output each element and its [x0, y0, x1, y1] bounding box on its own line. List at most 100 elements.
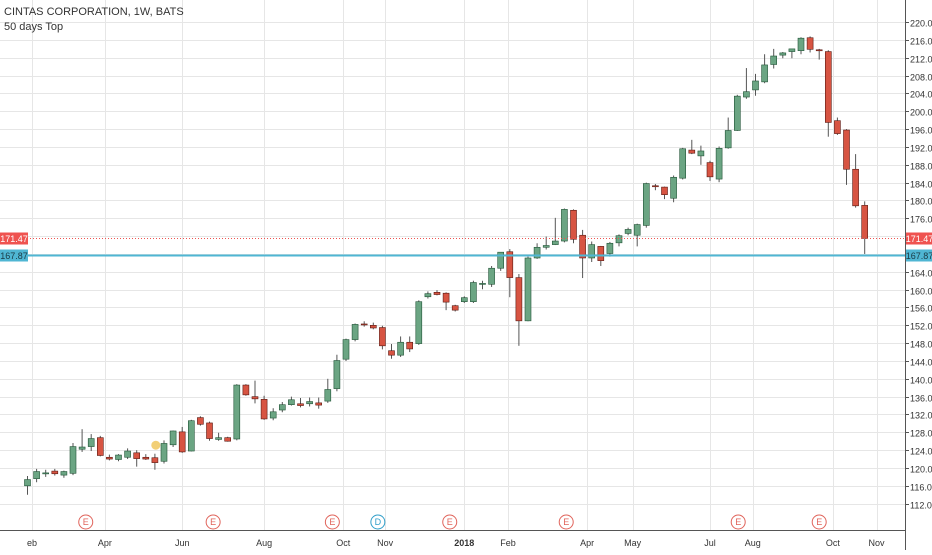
- candle-up: [488, 266, 495, 287]
- candle-down: [151, 453, 159, 470]
- y-tick-label: 116.00: [910, 483, 932, 493]
- candle-up: [160, 440, 168, 464]
- candle-body: [815, 49, 823, 52]
- event-circle: [730, 514, 746, 530]
- candle-up: [588, 241, 596, 262]
- event-circle: [78, 514, 94, 530]
- y-tick-label: 200.00: [910, 108, 932, 118]
- candle-body: [724, 130, 732, 149]
- candle-down: [206, 421, 213, 441]
- candle-body: [743, 91, 750, 98]
- candle-body: [351, 324, 359, 340]
- candle-body: [369, 325, 377, 329]
- candle-body: [615, 235, 623, 244]
- chart-header: CINTAS CORPORATION, 1W, BATS 50 days Top: [4, 6, 184, 34]
- event-letter: E: [447, 517, 453, 527]
- candle-up: [479, 280, 486, 290]
- candle-up: [124, 448, 131, 460]
- candle-body: [488, 267, 495, 285]
- candle-body: [87, 438, 95, 447]
- candle-up: [424, 291, 432, 299]
- candle-up: [215, 432, 222, 441]
- candle-body: [206, 422, 213, 439]
- candle-body: [670, 176, 677, 199]
- y-tick-label: 212.00: [910, 55, 932, 65]
- x-tick-label: Nov: [377, 538, 394, 548]
- x-tick-label: Nov: [869, 538, 886, 548]
- earnings-icon[interactable]: E: [324, 514, 340, 530]
- dividend-icon[interactable]: D: [370, 514, 386, 530]
- candle-body: [342, 339, 350, 360]
- y-tick-label: 136.00: [910, 394, 932, 404]
- y-tick-label: 112.00: [910, 501, 932, 511]
- event-letter: E: [329, 517, 335, 527]
- candle-body: [324, 389, 332, 402]
- candle-down: [843, 129, 850, 185]
- candle-up: [351, 323, 359, 342]
- candle-body: [415, 301, 423, 344]
- y-tick-label: 204.00: [910, 90, 932, 100]
- candle-body: [97, 437, 104, 456]
- current-price-label-bg: [906, 232, 932, 245]
- candle-up: [42, 469, 50, 477]
- candle-up: [69, 443, 77, 476]
- y-tick-label: 148.00: [910, 340, 932, 350]
- candle-body: [551, 240, 559, 245]
- earnings-icon[interactable]: E: [811, 514, 827, 530]
- candle-up: [761, 54, 768, 84]
- candle-body: [269, 411, 277, 419]
- candle-body: [661, 186, 668, 195]
- candle-up: [770, 48, 778, 69]
- candle-body: [852, 168, 859, 207]
- candle-body: [570, 209, 577, 240]
- earnings-icon[interactable]: E: [442, 514, 458, 530]
- candle-up: [115, 454, 122, 462]
- candle-down: [242, 384, 250, 396]
- candle-down: [406, 336, 414, 353]
- candle-body: [843, 129, 850, 170]
- signal-marker-icon: [151, 440, 161, 450]
- y-tick-label: 188.00: [910, 162, 932, 172]
- earnings-icon[interactable]: E: [558, 514, 574, 530]
- candle-body: [115, 454, 122, 460]
- candle-down: [142, 454, 150, 460]
- candle-body: [188, 420, 195, 452]
- event-circle: [324, 514, 340, 530]
- candle-up: [169, 430, 177, 448]
- candle-up: [697, 145, 705, 165]
- candle-down: [379, 325, 386, 350]
- event-letter: E: [816, 517, 822, 527]
- candle-body: [451, 305, 459, 311]
- y-tick-label: 120.00: [910, 465, 932, 475]
- candle-body: [788, 48, 796, 52]
- y-tick-label: 180.00: [910, 197, 932, 207]
- candle-body: [197, 417, 204, 425]
- y-tick-label: 208.00: [910, 73, 932, 83]
- candle-body: [242, 384, 250, 396]
- earnings-icon[interactable]: E: [78, 514, 94, 530]
- candle-body: [151, 457, 159, 463]
- study-label[interactable]: 50 days Top: [4, 21, 64, 33]
- earnings-icon[interactable]: E: [730, 514, 746, 530]
- candle-up: [24, 475, 31, 495]
- candle-body: [178, 431, 186, 453]
- candle-up: [415, 300, 423, 345]
- candle-up: [470, 280, 477, 304]
- candle-body: [379, 327, 386, 347]
- candle-body: [688, 149, 696, 154]
- candle-body: [779, 52, 787, 56]
- candle-body: [306, 401, 313, 405]
- candle-up: [679, 147, 687, 180]
- candle-body: [824, 51, 832, 123]
- candle-body: [697, 150, 705, 157]
- candle-down: [251, 380, 259, 404]
- earnings-icon[interactable]: E: [205, 514, 221, 530]
- candle-up: [561, 208, 568, 243]
- x-tick-label: May: [624, 538, 642, 548]
- candle-body: [124, 450, 131, 458]
- candle-body: [715, 148, 723, 180]
- candle-down: [360, 321, 368, 327]
- candle-down: [433, 290, 441, 296]
- candle-body: [288, 399, 295, 405]
